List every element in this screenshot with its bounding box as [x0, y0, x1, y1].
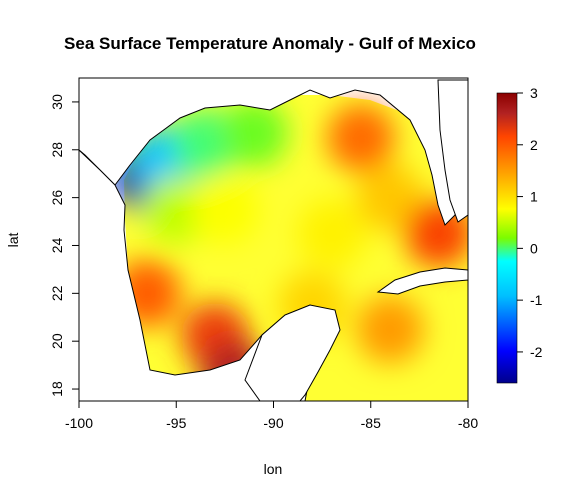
y-tick-label-6: 30: [49, 94, 65, 110]
colorbar-tick-label-3: 1: [530, 189, 538, 205]
y-tick-label-1: 20: [49, 333, 65, 349]
y-axis: 18 20 22 24 26 28 30: [49, 94, 79, 397]
colorbar-tick-label-2: 0: [530, 240, 538, 256]
x-tick-label-0: -100: [65, 415, 93, 431]
x-tick-label-3: -85: [361, 415, 381, 431]
x-tick-label-1: -95: [166, 415, 186, 431]
y-tick-label-2: 22: [49, 285, 65, 301]
y-tick-label-4: 26: [49, 190, 65, 206]
heatmap-cell-13: [356, 295, 424, 363]
colorbar-tick-label-1: -1: [530, 292, 543, 308]
y-tick-label-5: 28: [49, 142, 65, 158]
colorbar-tick-label-0: -2: [530, 344, 543, 360]
colorbar-tick-label-5: 3: [530, 85, 538, 101]
x-tick-label-4: -80: [458, 415, 478, 431]
colorbar: [497, 93, 517, 383]
x-tick-label-2: -90: [263, 415, 283, 431]
heatmap-cell-3: [220, 99, 288, 167]
y-tick-label-0: 18: [49, 381, 65, 397]
x-axis: -100 -95 -90 -85 -80: [65, 401, 478, 431]
heatmap-cell-6: [298, 200, 366, 268]
x-axis-label: lon: [264, 461, 283, 477]
colorbar-ticks: -2 -1 0 1 2 3: [517, 85, 543, 360]
heatmap-cell-7: [327, 104, 395, 172]
heatmap-cell-5: [191, 176, 259, 244]
y-axis-label: lat: [5, 233, 21, 248]
y-tick-label-3: 24: [49, 237, 65, 253]
chart-title: Sea Surface Temperature Anomaly - Gulf o…: [64, 34, 476, 53]
colorbar-tick-label-4: 2: [530, 137, 538, 153]
